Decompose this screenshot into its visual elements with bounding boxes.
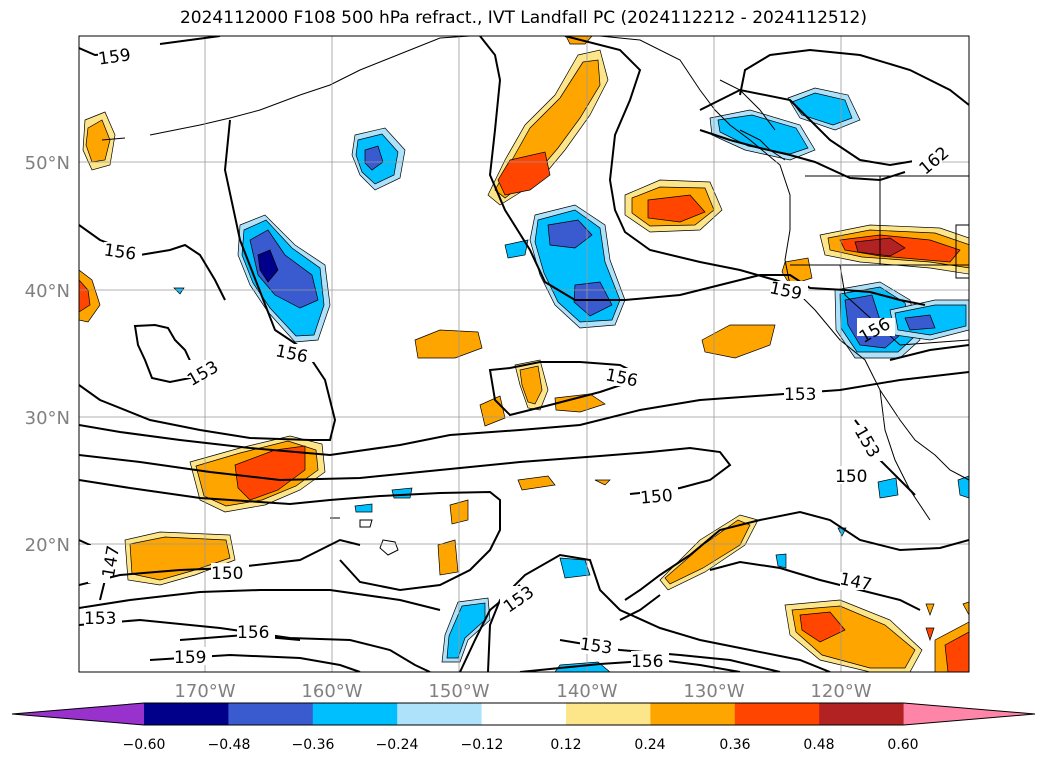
colorbar-tick: −0.48 [208, 737, 251, 753]
contour-label: 153 [84, 609, 116, 629]
colorbar-ticks: −0.60 −0.48 −0.36 −0.24 −0.12 0.12 0.24 … [123, 737, 919, 753]
lat-labels: 50°N 40°N 30°N 20°N [25, 153, 70, 556]
lon-label-130w: 130°W [683, 681, 744, 702]
lon-label-140w: 140°W [556, 681, 617, 702]
colorbar-tick: 0.60 [887, 737, 918, 753]
contour-label: 150 [835, 467, 867, 487]
lon-label-160w: 160°W [301, 681, 362, 702]
lat-label-50: 50°N [25, 153, 70, 174]
colorbar-segment [144, 703, 229, 725]
colorbar-tick: −0.60 [123, 737, 166, 753]
contour-label: 150 [639, 486, 673, 509]
map-title: 2024112000 F108 500 hPa refract., IVT La… [179, 8, 867, 28]
colorbar-segment [397, 703, 483, 725]
plot-area: 159 156 153 156 156 159 153 150 153 147 … [79, 36, 969, 672]
lon-label-170w: 170°W [174, 681, 235, 702]
contour-label: 156 [237, 623, 269, 643]
colorbar-segment [481, 703, 567, 725]
negative-anomalies [173, 87, 969, 672]
colorbar-segment [819, 703, 905, 725]
lon-label-120w: 120°W [810, 681, 871, 702]
colorbar-segment [734, 703, 820, 725]
colorbar-tick: −0.36 [292, 737, 335, 753]
colorbar-segment [228, 703, 314, 725]
colorbar-tick: 0.48 [803, 737, 834, 753]
colorbar-segment [650, 703, 736, 725]
colorbar-tick: 0.24 [634, 737, 665, 753]
lat-label-40: 40°N [25, 281, 70, 302]
contour-label: 150 [211, 564, 243, 584]
contour-label: 153 [579, 634, 614, 658]
colorbar-tick: −0.24 [376, 737, 419, 753]
colorbar-tick: 0.36 [719, 737, 750, 753]
contour-label: 159 [174, 648, 206, 668]
colorbar-segment [566, 703, 651, 725]
lat-label-20: 20°N [25, 535, 70, 556]
lon-labels: 170°W 160°W 150°W 140°W 130°W 120°W [174, 681, 871, 702]
colorbar-extend-high [903, 703, 1035, 725]
colorbar-outline [11, 702, 1036, 726]
contour-label: 159 [97, 45, 132, 69]
gridlines [79, 36, 969, 672]
colorbar-tick: −0.12 [461, 737, 504, 753]
plot-frame [78, 35, 970, 673]
lat-label-30: 30°N [25, 408, 70, 429]
colorbar-extend-low [12, 703, 144, 725]
contour-label: 156 [631, 652, 663, 672]
lon-label-150w: 150°W [428, 681, 489, 702]
contour-label: 153 [784, 385, 816, 405]
colorbar-segment [312, 703, 398, 725]
colorbar-tick: 0.12 [550, 737, 581, 753]
contour-labels: 159 156 153 156 156 159 153 150 153 147 … [84, 45, 953, 672]
colorbar [11, 702, 1036, 726]
contour-label: 156 [103, 240, 138, 264]
